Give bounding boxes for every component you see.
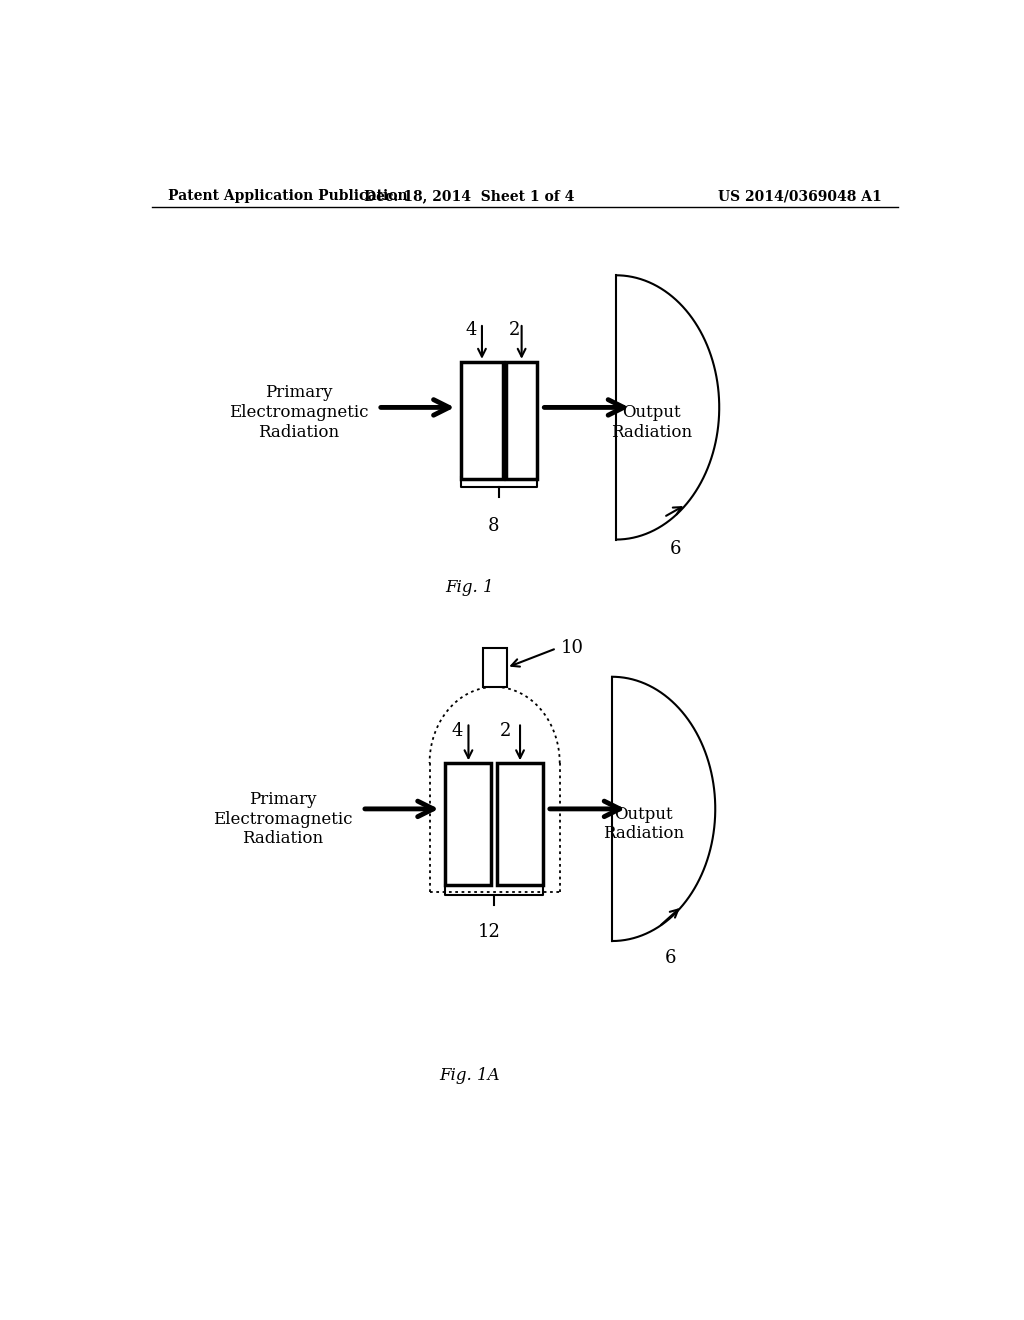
Text: Output
Radiation: Output Radiation <box>603 805 684 842</box>
Text: 4: 4 <box>452 722 463 739</box>
Text: Output
Radiation: Output Radiation <box>611 404 692 441</box>
Text: Fig. 1A: Fig. 1A <box>439 1067 500 1084</box>
Bar <box>506 362 538 479</box>
Bar <box>497 763 543 886</box>
Text: Fig. 1: Fig. 1 <box>445 579 494 595</box>
Text: Dec. 18, 2014  Sheet 1 of 4: Dec. 18, 2014 Sheet 1 of 4 <box>365 189 574 203</box>
Text: 4: 4 <box>465 321 476 339</box>
Text: 10: 10 <box>560 639 584 657</box>
Text: 6: 6 <box>670 540 681 557</box>
Text: Patent Application Publication: Patent Application Publication <box>168 189 408 203</box>
Bar <box>445 763 492 886</box>
Text: US 2014/0369048 A1: US 2014/0369048 A1 <box>718 189 882 203</box>
Bar <box>461 362 503 479</box>
Text: 6: 6 <box>665 949 677 968</box>
Text: Primary
Electromagnetic
Radiation: Primary Electromagnetic Radiation <box>229 384 369 441</box>
Text: 12: 12 <box>477 923 501 941</box>
Text: Primary
Electromagnetic
Radiation: Primary Electromagnetic Radiation <box>213 791 352 847</box>
Text: 2: 2 <box>500 722 511 739</box>
Text: 2: 2 <box>509 321 520 339</box>
Bar <box>482 648 507 686</box>
Text: 8: 8 <box>487 517 499 535</box>
